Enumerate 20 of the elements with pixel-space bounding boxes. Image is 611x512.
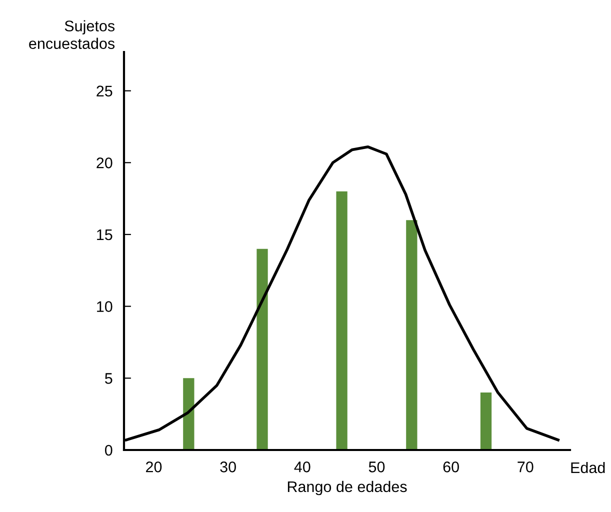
bar [336,191,348,450]
bar [406,220,418,450]
y-tick-label: 0 [104,444,112,456]
x-tick-label: 20 [146,462,162,472]
x-tick-label: 70 [518,462,534,472]
bar [256,248,268,450]
x-axis-title: Rango de edades [288,480,407,496]
text: Edad [571,462,605,474]
y-tick-label: 15 [97,230,112,240]
bar [183,378,194,450]
x-tick-label: 40 [294,462,310,472]
x-tick-label: 30 [220,462,236,472]
x-tick-label: 60 [443,462,459,472]
y-tick-label: 5 [105,373,112,384]
bar [480,392,492,450]
x-tick-label: 50 [368,462,385,472]
y-tick-label: 20 [96,158,112,168]
y-axis-title: Sujetos encuestados [29,20,115,49]
y-tick-label: 10 [97,301,112,312]
y-tick-label: 25 [96,86,112,96]
